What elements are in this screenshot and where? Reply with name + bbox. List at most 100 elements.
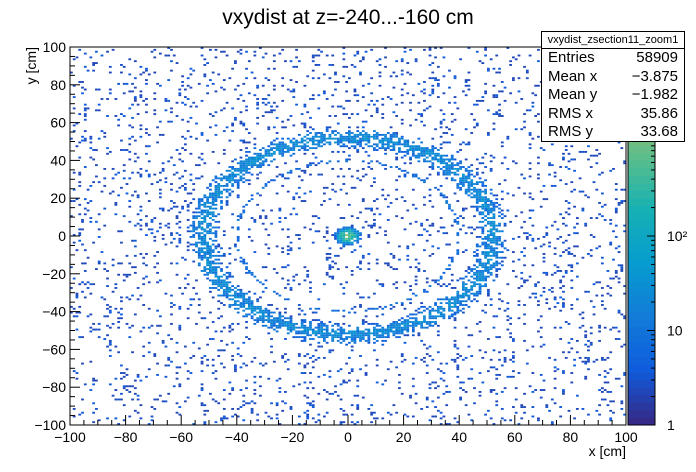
heatmap-cell [220, 86, 223, 89]
heatmap-cell [617, 245, 621, 248]
heatmap-cell [489, 247, 493, 250]
heatmap-cell [317, 64, 321, 66]
heatmap-cell [203, 194, 207, 197]
heatmap-cell [200, 99, 204, 102]
heatmap-cell [186, 230, 190, 233]
heatmap-cell [256, 116, 260, 119]
heatmap-cell [197, 205, 201, 208]
heatmap-cell [484, 152, 487, 155]
heatmap-cell [495, 275, 499, 278]
heatmap-cell [461, 175, 465, 178]
heatmap-cell [361, 296, 365, 299]
heatmap-cell [489, 200, 493, 202]
heatmap-cell [492, 262, 496, 265]
heatmap-cell [448, 298, 451, 301]
heatmap-cell [242, 166, 246, 168]
heatmap-cell [322, 339, 326, 342]
heatmap-cell [89, 56, 93, 59]
heatmap-cell [420, 321, 424, 323]
heatmap-cell [295, 139, 298, 142]
heatmap-cell [139, 330, 143, 333]
heatmap-cell [456, 292, 460, 295]
heatmap-cell [456, 375, 460, 378]
heatmap-cell [506, 307, 510, 310]
heatmap-cell [375, 137, 379, 140]
heatmap-cell [117, 398, 121, 401]
heatmap-cell [284, 324, 287, 327]
heatmap-cell [225, 281, 229, 284]
heatmap-cell [239, 111, 243, 114]
heatmap-cell [448, 171, 451, 174]
heatmap-cell [317, 324, 321, 327]
heatmap-cell [322, 356, 326, 359]
heatmap-cell [75, 315, 79, 318]
heatmap-cell [461, 183, 465, 185]
palette-segment [628, 296, 655, 305]
heatmap-cell [120, 364, 123, 367]
heatmap-cell [292, 324, 296, 327]
heatmap-cell [295, 143, 298, 146]
heatmap-cell [356, 99, 360, 102]
heatmap-cell [378, 336, 382, 339]
heatmap-cell [470, 179, 474, 182]
heatmap-cell [103, 224, 107, 227]
heatmap-cell [520, 406, 524, 408]
heatmap-cell [400, 94, 404, 97]
heatmap-cell [375, 324, 379, 327]
heatmap-cell [206, 326, 209, 329]
heatmap-cell [70, 266, 73, 269]
heatmap-cell [423, 92, 426, 95]
heatmap-cell [342, 52, 346, 55]
heatmap-cell [339, 230, 343, 233]
heatmap-cell [261, 162, 265, 165]
heatmap-cell [475, 236, 479, 238]
heatmap-cell [584, 375, 588, 378]
heatmap-cell [242, 262, 246, 265]
heatmap-cell [281, 322, 285, 325]
heatmap-cell [245, 266, 248, 269]
heatmap-cell [450, 260, 454, 263]
heatmap-cell [370, 404, 374, 407]
heatmap-cell [506, 319, 510, 322]
heatmap-cell [498, 307, 501, 310]
heatmap-cell [603, 326, 607, 329]
heatmap-cell [353, 145, 357, 148]
heatmap-cell [537, 113, 540, 116]
heatmap-cell [464, 79, 468, 82]
heatmap-cell [431, 167, 435, 170]
heatmap-cell [417, 321, 421, 323]
heatmap-cell [609, 351, 613, 354]
heatmap-cell [378, 133, 382, 136]
heatmap-cell [297, 336, 301, 339]
heatmap-cell [200, 383, 204, 386]
heatmap-cell [389, 326, 393, 329]
heatmap-cell [292, 328, 296, 331]
heatmap-cell [612, 411, 615, 414]
heatmap-cell [359, 60, 362, 63]
heatmap-cell [395, 324, 399, 327]
heatmap-cell [461, 358, 465, 361]
heatmap-cell [414, 392, 418, 395]
heatmap-cell [623, 224, 626, 227]
heatmap-cell [306, 130, 310, 133]
heatmap-cell [242, 300, 246, 303]
heatmap-cell [356, 141, 360, 144]
heatmap-cell [495, 260, 499, 263]
heatmap-cell [103, 338, 107, 340]
heatmap-cell [495, 268, 499, 271]
heatmap-cell [183, 88, 187, 91]
heatmap-cell [409, 298, 412, 301]
heatmap-cell [314, 132, 318, 134]
heatmap-cell [434, 309, 437, 312]
heatmap-cell [256, 101, 260, 104]
heatmap-cell [434, 158, 437, 161]
heatmap-cell [478, 271, 482, 274]
heatmap-cell [250, 411, 254, 414]
heatmap-cell [478, 177, 482, 180]
heatmap-cell [261, 209, 265, 212]
heatmap-cell [247, 302, 251, 305]
heatmap-cell [509, 64, 513, 66]
heatmap-cell [78, 234, 82, 236]
heatmap-cell [356, 149, 360, 151]
